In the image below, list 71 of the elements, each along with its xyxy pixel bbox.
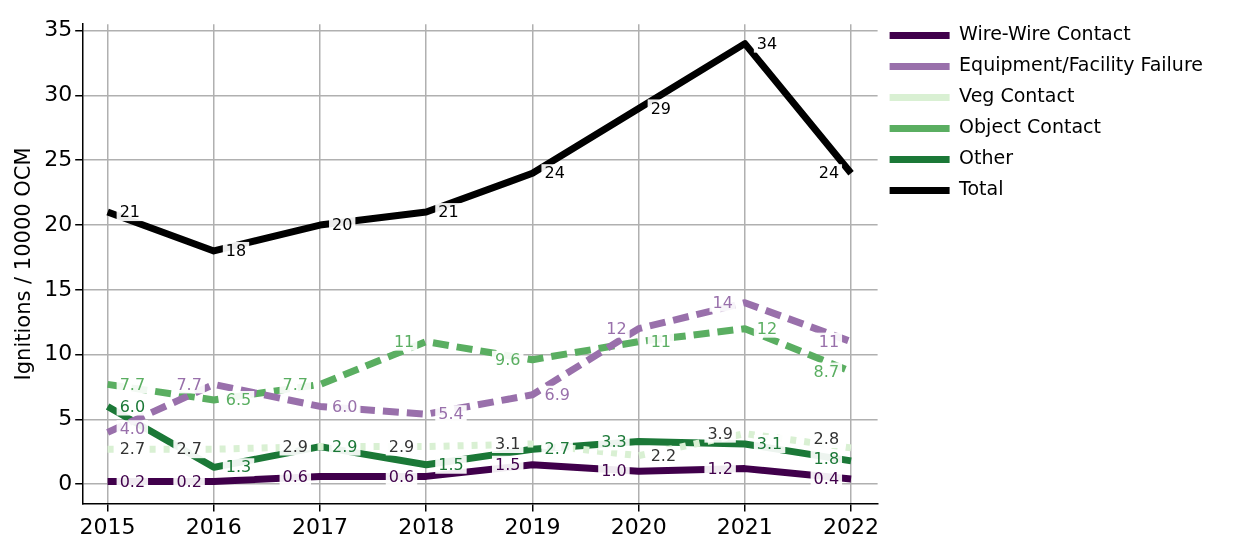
data-label: 12 <box>606 318 627 338</box>
data-label: 1.0 <box>601 461 627 481</box>
data-label: 1.8 <box>813 449 840 469</box>
data-label: 0.6 <box>388 466 415 486</box>
data-label: 34 <box>756 33 778 53</box>
data-label: 24 <box>544 163 565 183</box>
data-label: 1.5 <box>438 454 464 474</box>
x-tick-label: 2016 <box>185 513 242 539</box>
data-label: 2.7 <box>119 439 146 459</box>
data-label: 21 <box>119 202 140 222</box>
data-label: 20 <box>332 215 353 235</box>
data-label: 1.2 <box>707 458 733 478</box>
x-tick-label: 2019 <box>504 513 561 539</box>
data-label: 12 <box>756 318 778 338</box>
data-label: 2.9 <box>332 436 358 456</box>
data-label: 2.9 <box>388 436 415 456</box>
data-label: 7.7 <box>119 374 146 394</box>
data-label: 18 <box>225 241 247 261</box>
data-label: 24 <box>818 163 840 183</box>
legend-label: Total <box>958 177 1004 200</box>
y-tick-label: 25 <box>44 145 73 171</box>
data-label: 6.5 <box>225 390 252 410</box>
data-label: 1.3 <box>225 457 252 477</box>
legend-label: Veg Contact <box>959 84 1075 107</box>
data-label: 21 <box>438 202 459 222</box>
data-label: 14 <box>712 292 733 312</box>
data-label: 11 <box>650 331 672 351</box>
data-label: 2.7 <box>544 439 570 459</box>
y-axis-title: Ignitions / 10000 OCM <box>11 147 36 381</box>
data-label: 1.5 <box>494 454 521 474</box>
data-label: 3.3 <box>601 431 627 451</box>
data-label: 0.6 <box>282 466 309 486</box>
data-label: 2.2 <box>650 445 677 465</box>
legend-label: Wire-Wire Contact <box>959 22 1131 45</box>
data-label: 0.2 <box>119 471 146 491</box>
x-tick-label: 2015 <box>79 513 136 539</box>
data-label: 11 <box>393 331 415 351</box>
y-tick-label: 5 <box>58 405 73 431</box>
data-label: 2.8 <box>813 429 840 449</box>
x-tick-label: 2017 <box>292 513 349 539</box>
x-tick-label: 2018 <box>398 513 455 539</box>
data-label: 8.7 <box>813 361 840 381</box>
legend-label: Object Contact <box>959 115 1101 138</box>
y-tick-label: 30 <box>44 81 73 107</box>
data-label: 11 <box>818 331 840 351</box>
y-tick-label: 10 <box>44 340 73 366</box>
data-label: 4.0 <box>119 419 146 439</box>
x-tick-label: 2020 <box>610 513 667 539</box>
data-label: 9.6 <box>494 349 521 369</box>
data-label: 6.0 <box>332 396 358 416</box>
x-tick-label: 2022 <box>823 513 880 539</box>
data-label: 6.9 <box>544 384 570 404</box>
data-label: 29 <box>650 98 672 118</box>
legend-label: Equipment/Facility Failure <box>959 53 1204 76</box>
y-tick-label: 15 <box>44 275 73 301</box>
data-label: 3.1 <box>756 434 783 454</box>
data-label: 3.1 <box>494 434 521 454</box>
data-label: 0.2 <box>176 471 202 491</box>
data-label: 5.4 <box>438 404 464 424</box>
data-label: 2.7 <box>176 439 202 459</box>
y-tick-label: 0 <box>58 469 73 495</box>
data-label: 7.7 <box>282 374 309 394</box>
x-tick-label: 2021 <box>716 513 773 539</box>
data-label: 7.7 <box>176 374 202 394</box>
data-label: 6.0 <box>119 396 146 416</box>
data-label: 2.9 <box>282 436 309 456</box>
y-tick-label: 20 <box>44 210 73 236</box>
y-tick-label: 35 <box>44 16 73 42</box>
data-label: 3.9 <box>707 423 733 443</box>
data-label: 0.4 <box>813 469 840 489</box>
legend-label: Other <box>959 146 1014 169</box>
